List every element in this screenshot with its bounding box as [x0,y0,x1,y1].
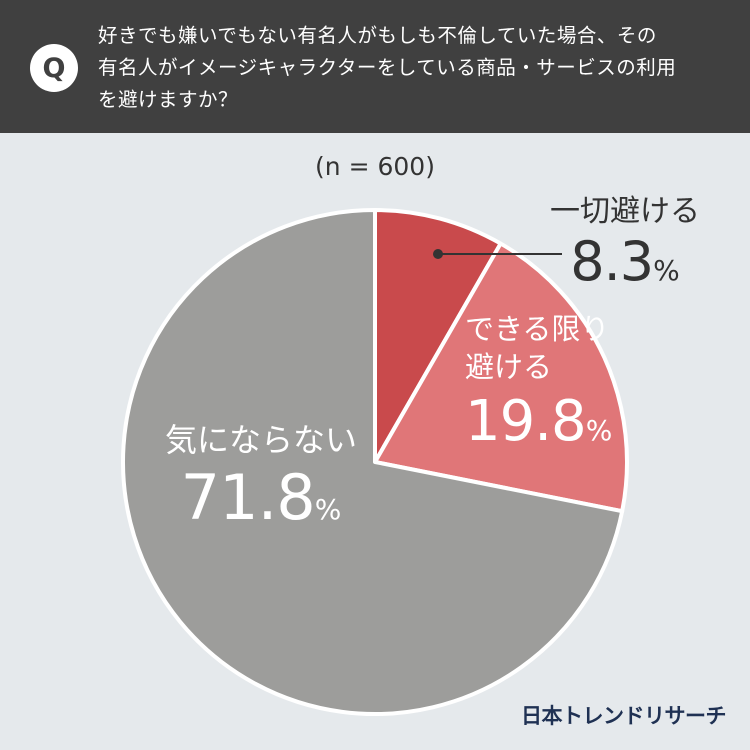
question-text: 好きでも嫌いでもない有名人がもしも不倫していた場合、その 有名人がイメージキャラ… [98,20,728,116]
brand-logo: 日本トレンドリサーチ [521,704,727,728]
pie-slice-avoid-some [373,241,629,514]
label-avoid-all-name: 一切避ける [550,194,700,229]
pie-slice-dont-care [121,208,625,716]
q-badge: Q [30,44,78,92]
label-dont-care-name: 気にならない [165,421,358,459]
leader-dot [433,249,443,259]
q-badge-letter: Q [42,52,66,84]
question-line: を避けますか？ [98,88,239,111]
label-avoid-all: 一切避ける 8.3% [550,186,700,293]
label-dont-care-unit: % [314,493,342,526]
pie-slice-avoid-all [373,208,503,464]
label-avoid-some-unit: % [585,414,613,447]
question-header: Q 好きでも嫌いでもない有名人がもしも不倫していた場合、その 有名人がイメージキ… [0,0,750,133]
label-avoid-all-value: 8.3 [570,230,654,293]
question-line: 好きでも嫌いでもない有名人がもしも不倫していた場合、その [98,24,657,47]
label-avoid-some-value: 19.8 [465,389,587,454]
label-avoid-some-line1: できる限り [465,312,610,346]
label-avoid-some-line2: 避ける [465,350,553,384]
label-dont-care-value: 71.8 [180,461,316,534]
label-avoid-some: できる限り 避ける 19.8% [465,310,612,458]
question-line: 有名人がイメージキャラクターをしている商品・サービスの利用 [98,56,677,79]
sample-size: (n = 600) [315,152,435,181]
label-avoid-all-unit: % [653,254,680,287]
label-dont-care: 気にならない 71.8% [165,415,357,534]
